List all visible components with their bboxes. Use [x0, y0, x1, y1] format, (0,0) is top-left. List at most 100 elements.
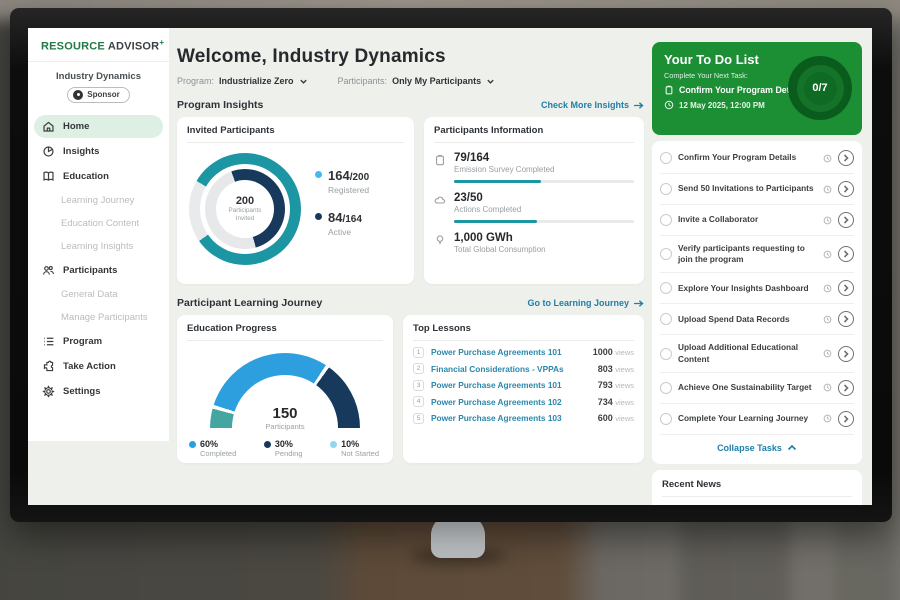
program-filter[interactable]: Program: Industrialize Zero: [177, 76, 308, 86]
task-label: Send 50 Invitations to Participants: [678, 183, 814, 194]
recent-news-title: Recent News: [662, 479, 852, 497]
sidebar-item-learning-journey[interactable]: Learning Journey: [34, 190, 163, 211]
lesson-title-link[interactable]: Power Purchase Agreements 101: [431, 347, 562, 357]
sidebar-item-label: Program: [63, 335, 103, 347]
todo-progress-ring-mid: 0/7: [796, 64, 844, 112]
task-open-button[interactable]: [838, 311, 854, 328]
task-open-button[interactable]: [838, 280, 854, 297]
lesson-row: 1 Power Purchase Agreements 101 1000 vie…: [413, 341, 634, 358]
task-open-button[interactable]: [838, 181, 854, 197]
task-label: Invite a Collaborator: [678, 214, 759, 225]
task-open-button[interactable]: [838, 212, 854, 228]
top-lessons-card: Top Lessons 1 Power Purchase Agreements …: [403, 315, 644, 463]
task-checkbox[interactable]: [660, 183, 672, 195]
gauge-value: 150: [272, 405, 298, 422]
task-row[interactable]: Explore Your Insights Dashboard: [660, 273, 854, 305]
task-open-button[interactable]: [838, 379, 854, 396]
lesson-rank: 4: [413, 396, 424, 407]
clock-icon: [823, 383, 832, 392]
lesson-title-link[interactable]: Power Purchase Agreements 102: [431, 396, 562, 407]
sidebar-item-manage-participants[interactable]: Manage Participants: [34, 307, 163, 328]
collapse-label: Collapse Tasks: [717, 442, 782, 453]
screen: RESOURCE ADVISOR+ Industry Dynamics Spon…: [28, 28, 872, 505]
sidebar-item-label: Learning Journey: [61, 194, 135, 206]
main-content: Welcome, Industry Dynamics Program: Indu…: [169, 28, 872, 505]
org-name: Industry Dynamics: [56, 70, 141, 82]
donut-center-value: 200: [235, 195, 255, 208]
invited-donut-chart: 200 Participants Invited 164/200 Registe…: [187, 143, 404, 265]
lesson-title-link[interactable]: Power Purchase Agreements 103: [431, 413, 562, 423]
donut-center: 200 Participants Invited: [216, 180, 274, 238]
task-row[interactable]: Achieve One Sustainability Target: [660, 373, 854, 404]
sidebar-item-home[interactable]: Home: [34, 114, 163, 138]
task-checkbox[interactable]: [660, 282, 672, 295]
sidebar-item-settings[interactable]: Settings: [34, 380, 163, 403]
check-more-insights-link[interactable]: Check More Insights: [541, 100, 644, 110]
task-checkbox[interactable]: [660, 412, 672, 425]
card-title: Participants Information: [434, 125, 634, 143]
stat-label: Emission Survey Completed: [454, 165, 555, 174]
task-checkbox[interactable]: [660, 347, 672, 360]
participants-filter[interactable]: Participants: Only My Participants: [338, 76, 496, 86]
todo-next-task: Confirm Your Program Details: [664, 85, 850, 95]
chevron-down-icon: [299, 77, 308, 86]
stat-bar-fill: [454, 180, 541, 183]
task-row[interactable]: Upload Additional Educational Content: [660, 335, 854, 373]
task-open-button[interactable]: [838, 246, 854, 263]
task-row[interactable]: Complete Your Learning Journey: [660, 404, 854, 435]
task-label: Upload Spend Data Records: [678, 313, 790, 324]
todo-title: Your To Do List: [664, 52, 759, 67]
task-open-button[interactable]: [838, 345, 854, 362]
legend-dot: [315, 171, 322, 178]
arrow-right-icon: [633, 101, 644, 110]
sidebar-item-learning-insights[interactable]: Learning Insights: [34, 236, 163, 257]
lesson-title-link[interactable]: Financial Considerations - VPPAs: [431, 363, 564, 374]
clock-icon: [664, 100, 674, 110]
clipboard-icon: [664, 85, 674, 95]
lightbulb-icon: [434, 234, 446, 246]
lesson-title-link[interactable]: Power Purchase Agreements 101: [431, 380, 562, 390]
task-checkbox[interactable]: [660, 214, 672, 226]
task-row[interactable]: Send 50 Invitations to Participants: [660, 174, 854, 205]
sidebar-item-label: Settings: [63, 385, 101, 397]
clock-icon: [823, 315, 832, 324]
sidebar-item-take-action[interactable]: Take Action: [34, 355, 163, 378]
task-row[interactable]: Confirm Your Program Details: [660, 143, 854, 174]
task-row[interactable]: Verify participants requesting to join t…: [660, 236, 854, 274]
sidebar-item-education-content[interactable]: Education Content: [34, 213, 163, 234]
task-row[interactable]: Invite a Collaborator: [660, 205, 854, 236]
participants-filter-value: Only My Participants: [392, 76, 482, 86]
logo-primary: RESOURCE: [41, 40, 105, 53]
todo-column: Your To Do List Complete Your Next Task:…: [652, 42, 862, 505]
todo-due-date: 12 May 2025, 12:00 PM: [664, 100, 850, 110]
task-row[interactable]: Upload Spend Data Records: [660, 304, 854, 336]
sidebar-menu: Home Insights Education Learning Journey…: [28, 111, 169, 407]
sidebar-item-general-data[interactable]: General Data: [34, 284, 163, 305]
task-checkbox[interactable]: [660, 248, 672, 261]
go-to-learning-journey-link[interactable]: Go to Learning Journey: [527, 298, 644, 308]
task-checkbox[interactable]: [660, 313, 672, 326]
task-checkbox[interactable]: [660, 152, 672, 164]
sidebar-item-education[interactable]: Education: [34, 165, 163, 188]
stat-label: Actions Completed: [454, 205, 522, 214]
chevron-down-icon: [486, 77, 495, 86]
task-checkbox[interactable]: [660, 381, 672, 394]
legend-dot: [330, 440, 338, 448]
task-label: Confirm Your Program Details: [678, 152, 797, 163]
task-open-button[interactable]: [838, 410, 854, 427]
gauge-legend: 60% Completed 30% Pending 10% Not Starte…: [187, 429, 383, 458]
task-open-button[interactable]: [838, 150, 854, 166]
sidebar-item-participants[interactable]: Participants: [34, 259, 163, 282]
task-label: Explore Your Insights Dashboard: [678, 282, 809, 293]
logo-plus: +: [159, 38, 165, 47]
legend-item-not-started: 10% Not Started: [330, 439, 379, 458]
sidebar-item-insights[interactable]: Insights: [34, 140, 163, 163]
stat-global-consumption: 1,000 GWh Total Global Consumption: [434, 232, 634, 254]
sidebar-item-program[interactable]: Program: [34, 330, 163, 353]
cloud-icon: [434, 194, 446, 206]
stat-value: 1,000 GWh: [454, 232, 513, 244]
donut-center-label: Invited: [235, 215, 255, 222]
todo-progress-value: 0/7: [803, 71, 837, 105]
recent-news-card: Recent News: [652, 469, 862, 505]
collapse-tasks-link[interactable]: Collapse Tasks: [660, 435, 854, 462]
